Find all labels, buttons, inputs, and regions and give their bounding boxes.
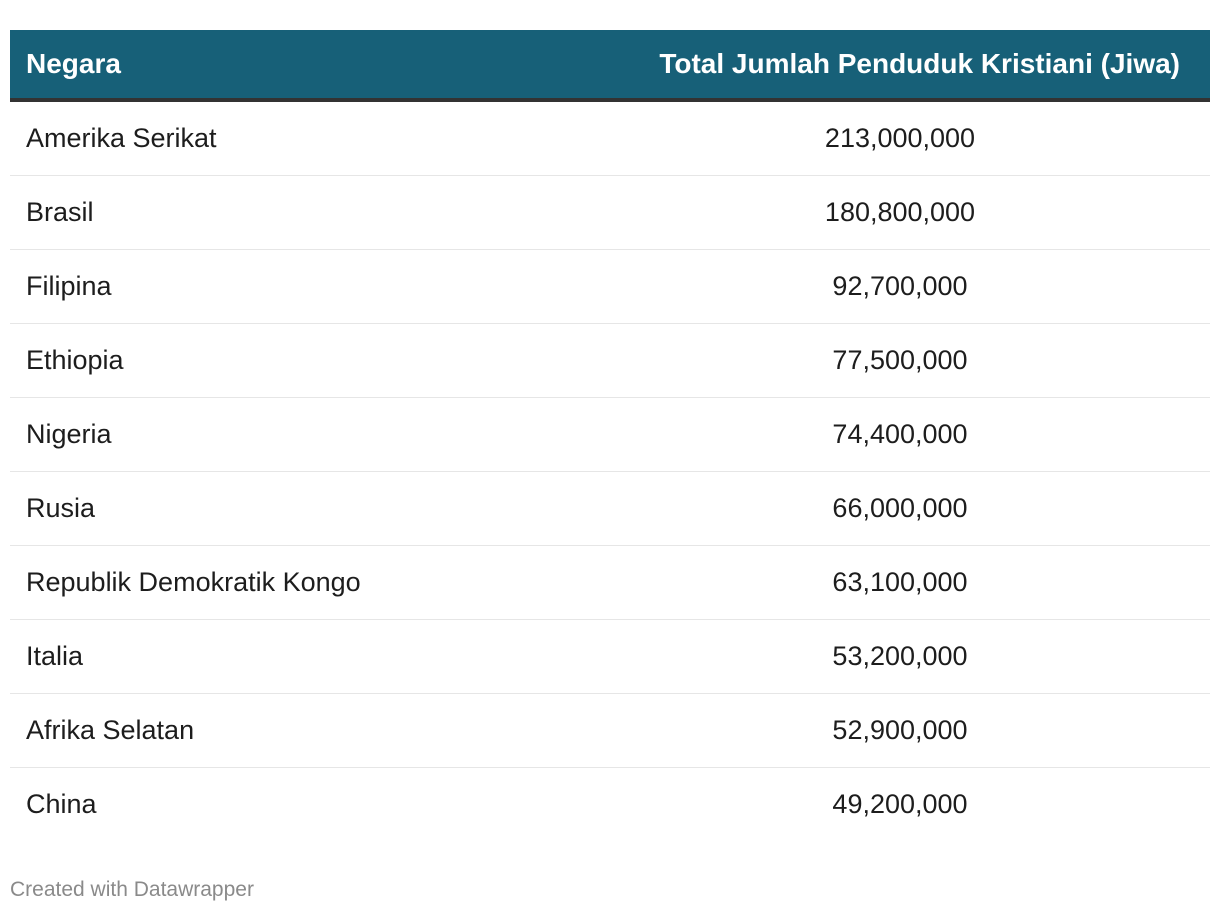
population-cell: 49,200,000 xyxy=(832,789,968,819)
country-cell: Brasil xyxy=(26,197,94,227)
population-cell: 213,000,000 xyxy=(824,123,976,153)
column-header-country: Negara xyxy=(26,48,121,79)
country-cell: Rusia xyxy=(26,493,96,523)
country-cell: Afrika Selatan xyxy=(26,715,195,745)
country-cell: Ethiopia xyxy=(26,345,124,375)
column-header-population: Total Jumlah Penduduk Kristiani (Jiwa) xyxy=(659,48,1180,79)
table-row: Nigeria 74,400,000 xyxy=(10,398,1210,472)
country-cell: China xyxy=(26,789,97,819)
country-cell: Amerika Serikat xyxy=(26,123,217,153)
population-cell: 77,500,000 xyxy=(832,345,968,375)
population-cell: 52,900,000 xyxy=(832,715,968,745)
country-cell: Republik Demokratik Kongo xyxy=(26,567,361,597)
table-body: Amerika Serikat 213,000,000 Brasil 180,800,… xyxy=(10,102,1210,841)
datawrapper-credit: Created with Datawrapper xyxy=(10,878,254,901)
population-cell: 63,100,000 xyxy=(832,567,968,597)
country-cell: Italia xyxy=(26,641,84,671)
population-cell: 92,700,000 xyxy=(832,271,968,301)
data-table: Negara Total Jumlah Penduduk Kristiani (… xyxy=(10,30,1210,841)
population-cell: 74,400,000 xyxy=(832,419,968,449)
table-row: Ethiopia 77,500,000 xyxy=(10,324,1210,398)
country-cell: Filipina xyxy=(26,271,112,301)
table-row: Brasil 180,800,000 xyxy=(10,176,1210,250)
table-row: China 49,200,000 xyxy=(10,768,1210,841)
table-row: Afrika Selatan 52,900,000 xyxy=(10,694,1210,768)
country-cell: Nigeria xyxy=(26,419,112,449)
table-row: Italia 53,200,000 xyxy=(10,620,1210,694)
table-row: Filipina 92,700,000 xyxy=(10,250,1210,324)
table-row: Rusia 66,000,000 xyxy=(10,472,1210,546)
table-row: Amerika Serikat 213,000,000 xyxy=(10,102,1210,176)
population-cell: 53,200,000 xyxy=(832,641,968,671)
table-row: Republik Demokratik Kongo 63,100,000 xyxy=(10,546,1210,620)
population-cell: 180,800,000 xyxy=(824,197,976,227)
table-header-row: Negara Total Jumlah Penduduk Kristiani (… xyxy=(10,30,1210,102)
population-cell: 66,000,000 xyxy=(832,493,968,523)
